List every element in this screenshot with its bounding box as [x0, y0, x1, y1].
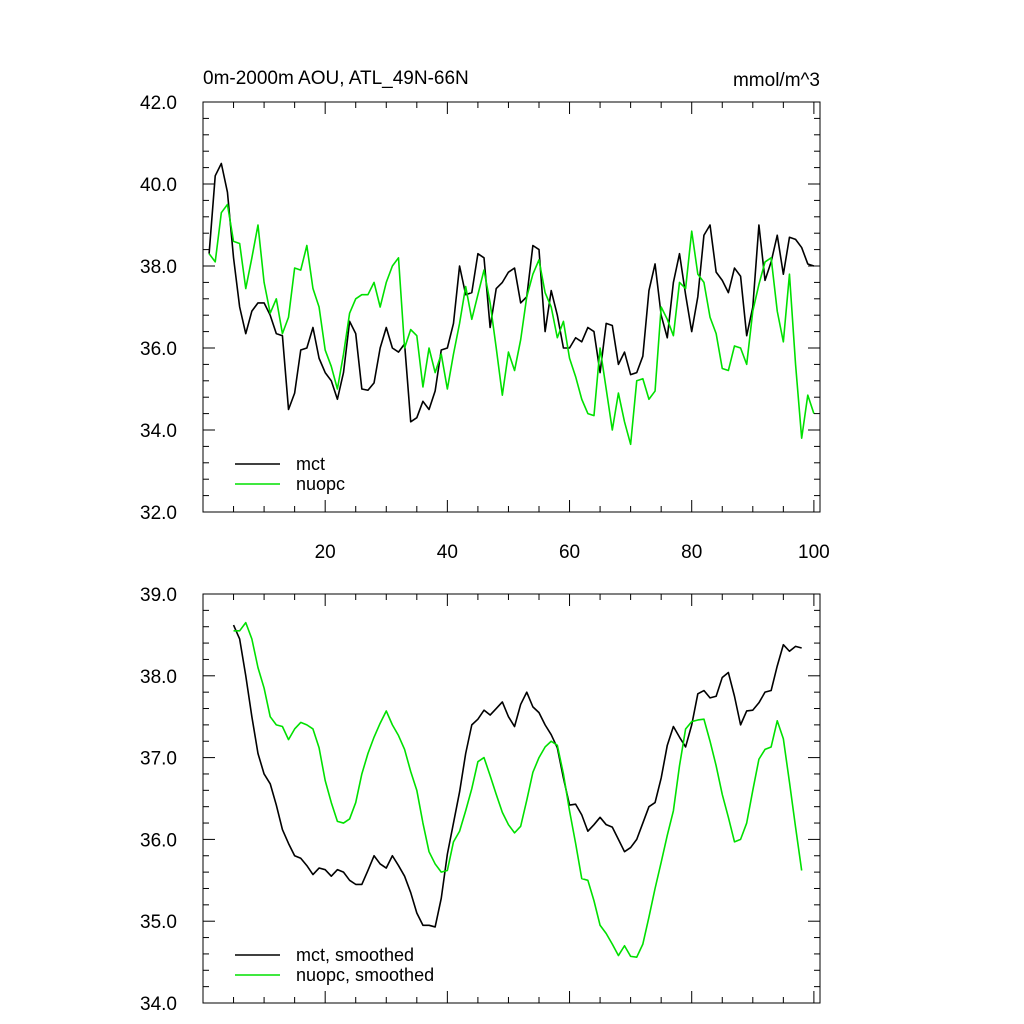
y-tick-label: 36.0	[140, 830, 177, 851]
bottom-plot-frame	[202, 593, 821, 1004]
y-tick-label: 34.0	[140, 421, 177, 442]
series-line-mct	[208, 162, 815, 423]
y-tick-label: 32.0	[140, 503, 177, 524]
y-tick-label: 38.0	[140, 667, 177, 688]
top-plot-frame	[202, 101, 821, 513]
series-line-nuopc-smoothed	[233, 621, 803, 958]
x-tick-label: 100	[798, 542, 830, 563]
y-tick-label: 37.0	[140, 749, 177, 770]
legend-label: mct, smoothed	[296, 945, 414, 965]
bottom-panel: 34.0 35.0 36.0 37.0 38.0 39.0 mct, smoothednu…	[140, 585, 821, 1015]
x-tick-label: 60	[559, 542, 580, 563]
y-tick-label: 39.0	[140, 585, 177, 606]
x-tick-label: 80	[681, 542, 702, 563]
top-chart-units: mmol/m^3	[733, 70, 820, 91]
x-tick-label: 20	[315, 542, 336, 563]
y-tick-label: 40.0	[140, 175, 177, 196]
top-chart-title: 0m-2000m AOU, ATL_49N-66N	[203, 68, 469, 89]
top-panel: 0m-2000m AOU, ATL_49N-66N mmol/m^3 32.0 3…	[140, 68, 830, 563]
y-tick-label: 38.0	[140, 257, 177, 278]
y-tick-label: 42.0	[140, 93, 177, 114]
legend-label: mct	[296, 454, 325, 474]
legend-label: nuopc, smoothed	[296, 965, 434, 985]
series-line-nuopc	[208, 203, 815, 446]
legend-label: nuopc	[296, 474, 345, 494]
y-tick-label: 36.0	[140, 339, 177, 360]
series-line-mct-smoothed	[232, 624, 802, 928]
x-tick-label: 40	[437, 542, 458, 563]
y-tick-label: 34.0	[140, 994, 177, 1015]
y-tick-label: 35.0	[140, 912, 177, 933]
